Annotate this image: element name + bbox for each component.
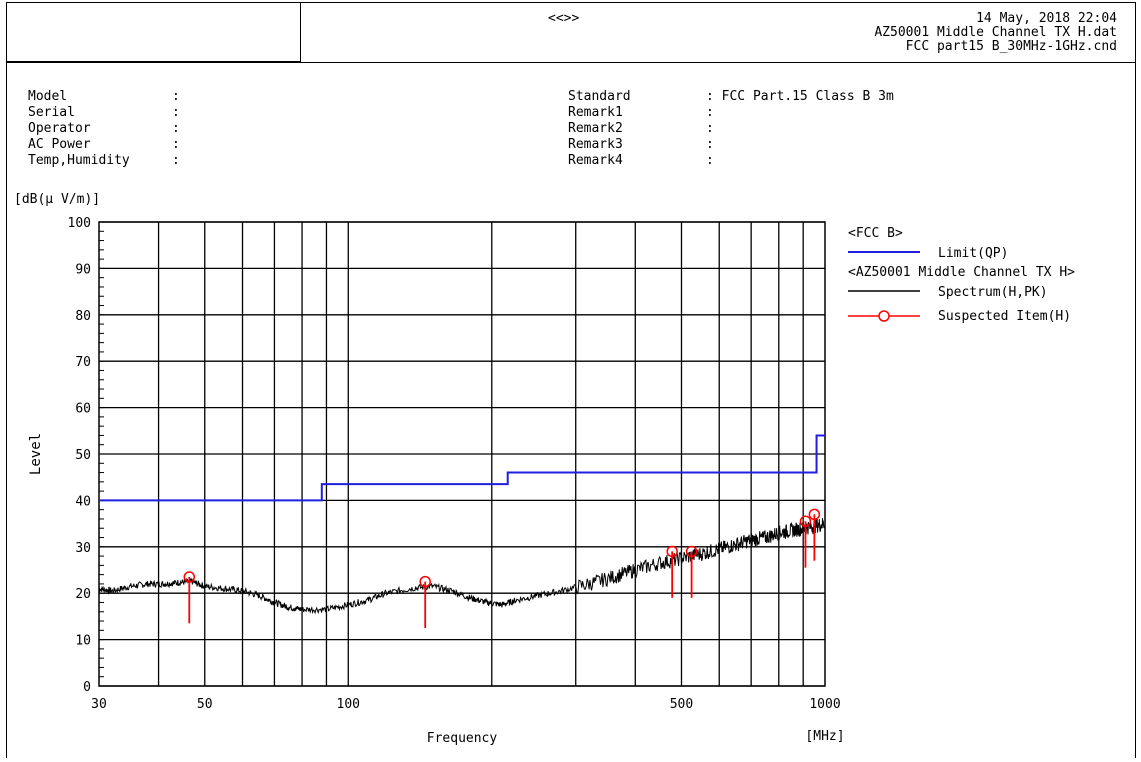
report-date: 14 May, 2018 22:04 (976, 11, 1117, 26)
x-tick-label: 1000 (809, 697, 840, 712)
suspected-item-marker (666, 545, 678, 558)
info-label-model: Model (28, 89, 68, 104)
x-axis-title: Frequency (427, 731, 498, 746)
info-value-ac-power: : (172, 137, 180, 152)
info-label-remark3: Remark3 (568, 137, 623, 152)
info-value-remark4: : (706, 153, 714, 168)
info-label-serial: Serial (28, 105, 75, 120)
info-value-model: : (172, 89, 180, 104)
condition-file-name: FCC part15 B_30MHz-1GHz.cnd (905, 39, 1117, 54)
legend-group-title: <AZ50001 Middle Channel TX H> (848, 265, 1075, 280)
x-axis-unit: [MHz] (805, 729, 844, 744)
legend-limit-label: Limit(QP) (938, 246, 1008, 261)
y-axis-title: Level (28, 433, 44, 475)
logo-box (6, 2, 301, 62)
y-tick-label: 10 (75, 634, 91, 649)
y-tick-label: 70 (75, 355, 91, 370)
x-tick-label: 50 (197, 697, 213, 712)
info-label-remark4: Remark4 (568, 153, 623, 168)
info-value-operator: : (172, 121, 180, 136)
info-label-temp-humidity: Temp,Humidity (28, 153, 130, 168)
legend-spectrum-label: Spectrum(H,PK) (938, 285, 1048, 300)
y-unit-label: [dB(μ V/m)] (14, 192, 101, 207)
limit-qp-line (99, 434, 825, 502)
info-value-temp-humidity: : (172, 153, 180, 168)
info-label-remark2: Remark2 (568, 121, 623, 136)
data-file-name: AZ50001 Middle Channel TX H.dat (874, 25, 1117, 40)
info-label-ac-power: AC Power (28, 137, 91, 152)
y-tick-label: 50 (75, 448, 91, 463)
y-tick-label: 90 (75, 262, 91, 277)
legend-suspected-label: Suspected Item(H) (938, 309, 1071, 324)
info-value-remark3: : (706, 137, 714, 152)
y-tick-label: 40 (75, 494, 91, 509)
info-value-serial: : (172, 105, 180, 120)
center-mark: <<>> (548, 11, 580, 26)
info-value-remark1: : (706, 105, 714, 120)
info-label-operator: Operator (28, 121, 91, 136)
x-tick-label: 500 (670, 697, 693, 712)
info-label-standard: Standard (568, 89, 631, 104)
info-label-remark1: Remark1 (568, 105, 623, 120)
y-tick-label: 30 (75, 541, 91, 556)
legend-group-title: <FCC B> (848, 226, 903, 241)
x-tick-label: 100 (337, 697, 360, 712)
info-value-standard: : FCC Part.15 Class B 3m (706, 89, 894, 104)
y-tick-label: 20 (75, 587, 91, 602)
legend-suspected-marker (878, 310, 890, 322)
y-tick-label: 0 (83, 680, 91, 695)
report-frame (6, 2, 1136, 758)
y-tick-label: 100 (68, 216, 91, 231)
header-divider (6, 62, 1136, 63)
suspected-item-marker (183, 571, 196, 583)
x-tick-label: 30 (91, 697, 107, 712)
plot-area-border (98, 221, 826, 687)
suspected-item-marker (808, 508, 821, 521)
suspected-item-marker (799, 515, 812, 528)
suspected-item-marker (419, 575, 431, 588)
y-tick-label: 60 (75, 402, 91, 417)
spectrum-trace (98, 518, 826, 615)
suspected-item-marker (685, 545, 698, 558)
y-tick-label: 80 (75, 309, 91, 324)
info-value-remark2: : (706, 121, 714, 136)
